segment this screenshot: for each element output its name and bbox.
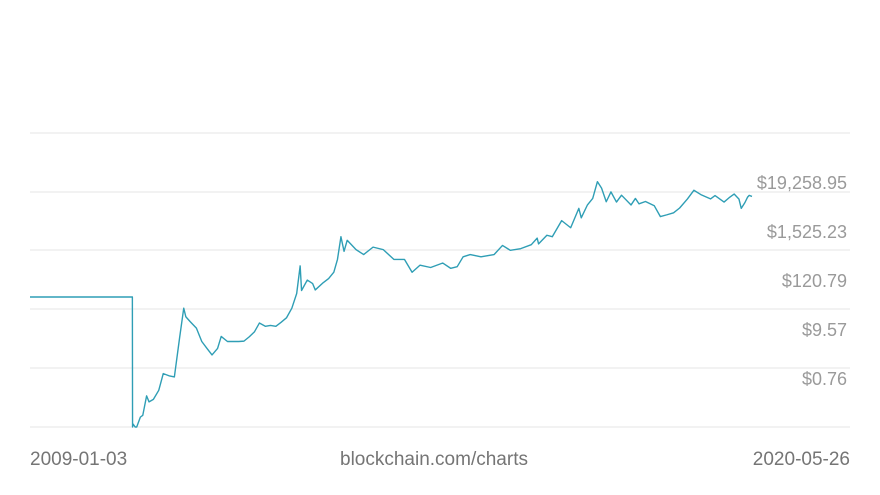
source-label: blockchain.com/charts	[340, 449, 528, 470]
chart-plot: $19,258.95 $1,525.23 $120.79 $9.57 $0.76	[30, 132, 850, 428]
y-tick-label: $120.79	[782, 271, 847, 291]
y-tick-label: $9.57	[802, 320, 847, 340]
x-axis-start-label: 2009-01-03	[30, 449, 128, 470]
y-tick-label: $19,258.95	[757, 173, 847, 193]
y-tick-label: $0.76	[802, 369, 847, 389]
price-series-line	[30, 180, 753, 428]
y-tick-label: $1,525.23	[767, 222, 847, 242]
x-axis-end-label: 2020-05-26	[752, 449, 850, 470]
